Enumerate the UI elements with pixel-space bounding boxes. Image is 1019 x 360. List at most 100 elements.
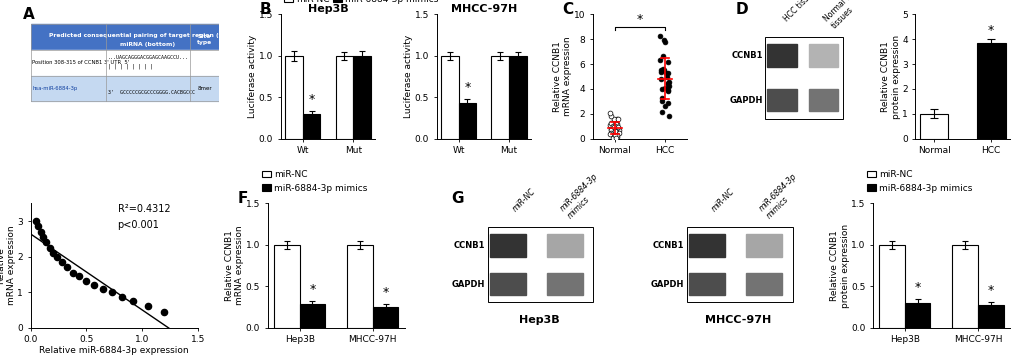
Point [601,110,618,116]
Bar [746,273,782,295]
Point [606,126,623,132]
Point [659,100,676,106]
Point [59,264,75,270]
Point [607,135,624,141]
Text: D: D [735,2,748,17]
Y-axis label: Relative
mRNA expression: Relative mRNA expression [0,226,16,305]
Point [659,83,676,89]
Bar [689,273,725,295]
Bar [746,234,782,257]
Text: 3'  GCCCCCGCGCCCGGGG.CACBGCCC: 3' GCCCCCGCGCCCGGGG.CACBGCCC [108,90,195,95]
Point [651,33,667,39]
Text: B: B [260,2,271,17]
Point [609,125,626,131]
Bar [31,76,219,102]
Point [54,259,70,265]
Point [653,95,669,100]
Point [659,80,676,85]
Text: *: * [464,81,470,94]
Point [609,127,626,133]
Text: A: A [23,7,35,22]
Bar [372,307,398,328]
Bar [489,273,526,295]
Point [658,74,675,80]
Point [606,128,623,134]
Point [38,239,54,245]
Text: 8mer: 8mer [197,86,212,91]
Bar [546,234,583,257]
Title: Hep3B: Hep3B [308,4,347,14]
Bar [689,234,725,257]
Point [659,88,676,94]
Point [606,123,623,129]
Point [659,87,676,93]
Point [654,98,671,104]
Bar [491,56,508,139]
Point [655,37,672,42]
Point [70,273,87,279]
Bar [489,234,526,257]
Point [140,303,156,309]
Text: CCNB1: CCNB1 [652,241,684,250]
Text: *: * [636,13,642,26]
Point [652,67,668,73]
Text: F: F [237,191,248,206]
Point [660,113,677,118]
Bar [31,24,106,50]
Point [607,128,624,134]
Point [608,121,625,127]
Point [602,113,619,119]
Text: ...UAGCAGGGACGGAGCAAGCCU...: ...UAGCAGGGACGGAGCAAGCCU... [108,55,189,60]
Point [45,250,61,256]
Point [605,124,622,130]
Bar [459,103,476,139]
Point [602,126,619,132]
Bar [285,56,303,139]
Point [608,116,625,122]
Point [604,135,621,141]
Point [606,132,623,138]
Bar [335,56,353,139]
Text: HCC tissues: HCC tissues [782,0,820,23]
Text: MHCC-97H: MHCC-97H [704,315,770,325]
Bar [300,305,325,328]
Bar [487,227,593,302]
Y-axis label: Luciferase activity: Luciferase activity [404,35,413,118]
Point [652,69,668,75]
Point [125,298,142,304]
Point [33,229,49,235]
Text: p<0.001: p<0.001 [117,220,159,230]
Y-axis label: Luciferase activity: Luciferase activity [249,35,257,118]
Point [78,279,95,284]
Y-axis label: Relative CCNB1
mRNA expression: Relative CCNB1 mRNA expression [552,37,572,116]
Text: miR-NC: miR-NC [709,187,736,213]
Bar [952,245,977,328]
Point [42,245,58,251]
Text: G: G [450,191,464,206]
Point [653,76,669,82]
Bar [686,227,792,302]
Bar [764,37,843,119]
Text: | | | | | | | |: | | | | | | | | [108,63,153,69]
Bar [766,89,796,111]
Bar [303,114,320,139]
Point [656,39,673,45]
Point [610,130,627,136]
Text: miRNA (bottom): miRNA (bottom) [120,42,175,48]
Bar [878,245,904,328]
Text: *: * [986,284,993,297]
Text: GAPDH: GAPDH [451,280,484,289]
Point [651,57,667,63]
Point [31,224,47,229]
Bar [904,303,929,328]
Bar [808,44,838,67]
Text: GAPDH: GAPDH [730,96,762,105]
Point [602,130,619,135]
Bar [976,43,1005,139]
Text: *: * [987,24,994,37]
Text: Hep3B: Hep3B [519,315,559,325]
Title: MHCC-97H: MHCC-97H [450,4,517,14]
Point [660,80,677,85]
Point [65,270,82,275]
Point [656,103,673,109]
